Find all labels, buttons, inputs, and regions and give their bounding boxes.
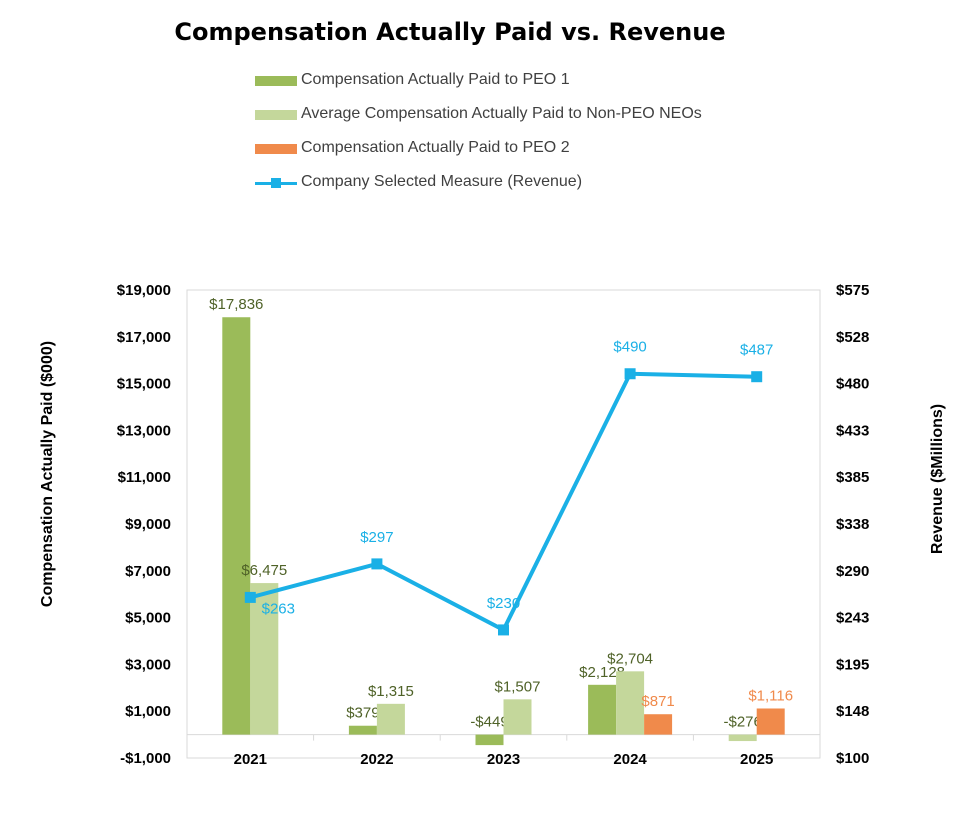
y2-tick-label: $243: [836, 610, 869, 627]
y2-tick-label: $433: [836, 422, 869, 439]
bar-1-2024: [588, 684, 617, 735]
bar-1-2023: [475, 734, 504, 746]
y-axis-title: Compensation Actually Paid ($000): [39, 341, 56, 607]
bar-data-label: $1,315: [368, 683, 414, 700]
legend-item-peo1: Compensation Actually Paid to PEO 1: [255, 68, 702, 102]
bar-data-label: -$449: [470, 714, 508, 731]
chart-legend: Compensation Actually Paid to PEO 1 Aver…: [255, 68, 702, 204]
y-tick-label: $5,000: [125, 610, 171, 627]
bar-data-label: $17,836: [209, 296, 263, 313]
y2-tick-label: $575: [836, 282, 869, 299]
y-tick-label: $17,000: [117, 329, 171, 346]
bar-3-2025: [756, 708, 785, 735]
revenue-data-label: $490: [613, 339, 646, 356]
bar-data-label: $379: [346, 705, 379, 722]
bar-2-2022: [376, 703, 405, 735]
bar-1-2021: [222, 317, 251, 735]
legend-label-peo2: Compensation Actually Paid to PEO 2: [301, 139, 570, 156]
bar-data-label: $1,507: [495, 678, 541, 695]
revenue-point: [751, 371, 763, 383]
y-tick-label: $11,000: [118, 469, 171, 486]
y-tick-label: $15,000: [117, 376, 171, 393]
plot-area: [186, 289, 821, 759]
x-tick-label: 2024: [613, 751, 647, 768]
y-tick-label: $13,000: [117, 422, 171, 439]
legend-item-non-peo: Average Compensation Actually Paid to No…: [255, 102, 702, 136]
y-tick-label: $7,000: [125, 563, 171, 580]
bar-data-label: -$276: [724, 714, 762, 731]
y2-tick-label: $338: [836, 516, 869, 533]
x-tick-label: 2023: [487, 751, 520, 768]
bar-1-2022: [348, 725, 377, 735]
bar-data-label: $6,475: [241, 562, 287, 579]
revenue-point: [244, 591, 256, 603]
legend-marker-revenue: [271, 178, 281, 188]
y2-tick-label: $480: [836, 376, 869, 393]
bar-data-label: $1,116: [748, 687, 793, 704]
legend-item-revenue: Company Selected Measure (Revenue): [255, 170, 702, 204]
bar-data-label: $871: [641, 693, 674, 710]
legend-item-peo2: Compensation Actually Paid to PEO 2: [255, 136, 702, 170]
y-tick-label: $1,000: [125, 703, 171, 720]
y-tick-label: -$1,000: [120, 750, 171, 767]
bar-2-2023: [503, 699, 532, 735]
revenue-data-label: $263: [262, 600, 295, 617]
y2-tick-label: $148: [836, 703, 869, 720]
revenue-data-label: $230: [487, 595, 520, 612]
bar-2-2024: [616, 671, 645, 735]
revenue-point: [498, 624, 509, 636]
bar-2-2021: [250, 583, 279, 735]
y-tick-label: $19,000: [117, 282, 171, 299]
y2-tick-label: $195: [836, 656, 869, 673]
legend-label-non-peo: Average Compensation Actually Paid to No…: [301, 105, 702, 122]
revenue-data-label: $297: [360, 529, 393, 546]
legend-swatch-non-peo: [255, 110, 297, 120]
y2-tick-label: $290: [836, 563, 869, 580]
legend-label-revenue: Company Selected Measure (Revenue): [301, 173, 583, 190]
x-tick-label: 2025: [740, 751, 773, 768]
legend-label-peo1: Compensation Actually Paid to PEO 1: [301, 71, 570, 88]
legend-swatch-peo1: [255, 76, 297, 86]
y2-axis-title: Revenue ($Millions): [929, 404, 946, 554]
chart-title: Compensation Actually Paid vs. Revenue: [174, 18, 726, 46]
y2-tick-label: $100: [836, 750, 869, 767]
x-tick-label: 2022: [360, 751, 393, 768]
revenue-data-label: $487: [740, 342, 773, 359]
revenue-line: [249, 371, 757, 632]
bar-3-2024: [644, 714, 673, 735]
y-tick-label: $9,000: [125, 516, 171, 533]
revenue-point: [624, 368, 636, 380]
bar-data-label: $2,128: [579, 664, 625, 681]
x-tick-label: 2021: [234, 751, 267, 768]
legend-swatch-peo2: [255, 144, 297, 154]
y-tick-label: $3,000: [125, 656, 171, 673]
bar-2-2025: [728, 734, 757, 742]
y2-tick-label: $385: [836, 469, 869, 486]
y2-tick-label: $528: [836, 329, 869, 346]
revenue-point: [371, 558, 383, 570]
bar-data-label: $2,704: [607, 650, 653, 667]
